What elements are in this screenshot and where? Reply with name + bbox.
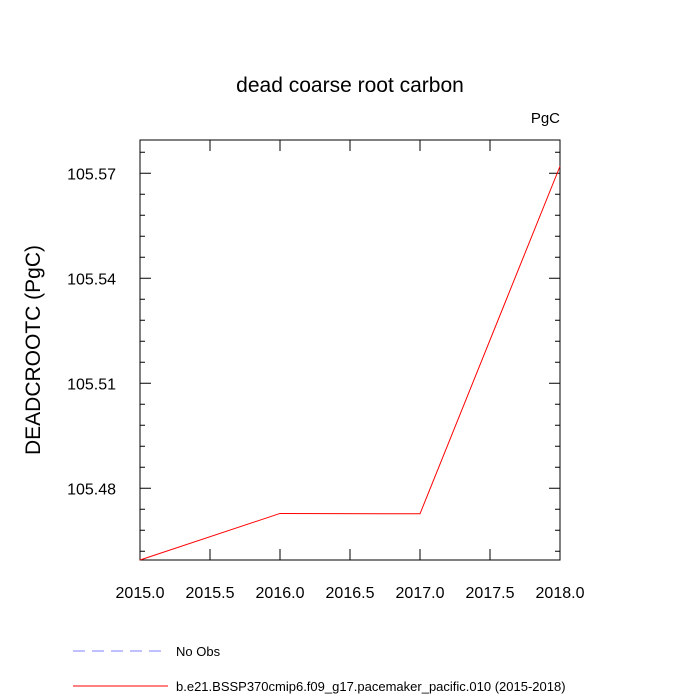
y-axis-label: DEADCROOTC (PgC) (22, 245, 45, 455)
legend: No Obs b.e21.BSSP370cmip6.f09_g17.pacemak… (73, 644, 566, 694)
y-tick-label: 105.54 (67, 271, 116, 288)
x-tick-label: 2017.5 (466, 585, 515, 602)
legend-label: No Obs (176, 644, 221, 659)
x-tick-label: 2016.5 (326, 585, 375, 602)
x-tick-label: 2018.0 (536, 585, 585, 602)
x-tick-label: 2017.0 (396, 585, 445, 602)
y-tick-label: 105.57 (67, 166, 116, 183)
y-tick-label: 105.48 (67, 481, 116, 498)
y-tick-label: 105.51 (67, 376, 116, 393)
axis-ticks: 2015.0 2015.5 2016.0 2016.5 2017.0 2017.5 2018… (67, 140, 585, 602)
x-tick-label: 2015.5 (186, 585, 235, 602)
plot-frame (139, 139, 561, 561)
legend-label: b.e21.BSSP370cmip6.f09_g17.pacemaker_pac… (176, 679, 566, 694)
x-tick-label: 2015.0 (116, 585, 165, 602)
series-layer (139, 166, 561, 561)
units-label: PgC (531, 110, 560, 127)
chart-title: dead coarse root carbon (236, 74, 464, 97)
x-tick-label: 2016.0 (256, 585, 305, 602)
series-line (139, 166, 561, 561)
